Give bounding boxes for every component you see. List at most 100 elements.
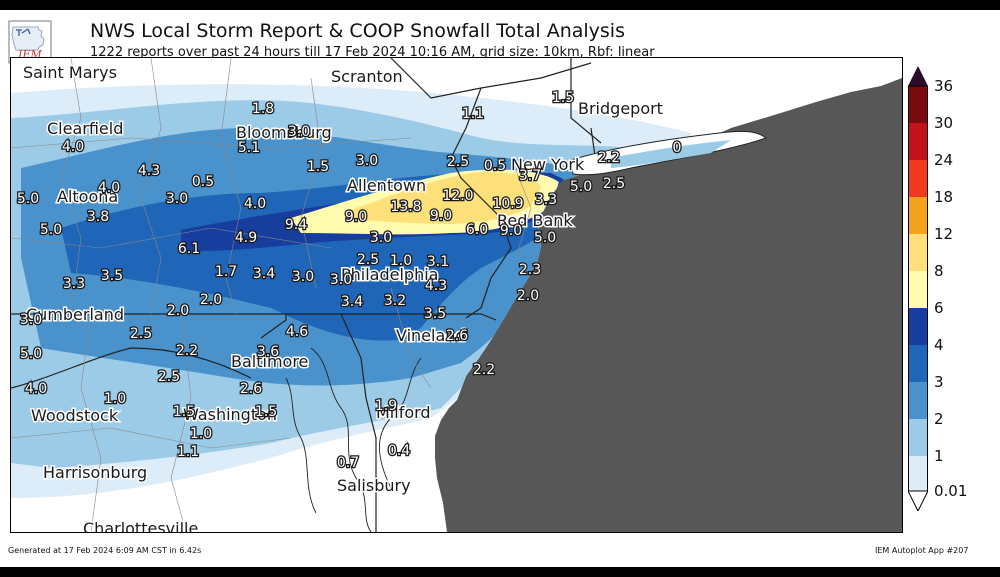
snowfall-value: 9.4 [285,217,307,233]
snowfall-value: 4.6 [286,324,308,340]
colorbar-tick: 12 [934,225,954,243]
snowfall-value: 3.1 [427,254,449,270]
snowfall-value: 3.6 [257,344,279,360]
snowfall-value: 3.0 [292,269,314,285]
snowfall-value: 3.7 [519,168,541,184]
colorbar-segment [908,271,928,308]
city-label: Altoona [57,187,118,206]
chart-title: NWS Local Storm Report & COOP Snowfall T… [90,20,625,42]
snowfall-value: 3.4 [341,294,363,310]
colorbar-tick: 2 [934,410,944,428]
snowfall-value: 5.1 [238,140,260,156]
snowfall-value: 4.3 [138,163,160,179]
colorbar-tick: 18 [934,188,954,206]
colorbar-tick: 3 [934,373,944,391]
snowfall-value: 3.0 [166,191,188,207]
footer-generated: Generated at 17 Feb 2024 6:09 AM CST in … [8,546,202,555]
snowfall-value: 10.9 [492,196,523,212]
snowfall-value: 3.5 [424,306,446,322]
city-label: Bloomsburg [236,123,332,142]
snowfall-value: 2.5 [158,369,180,385]
snowfall-value: 2.6 [240,381,262,397]
colorbar-segment [908,197,928,234]
snowfall-value: 2.3 [519,262,541,278]
snowfall-value: 2.5 [603,176,625,192]
snowfall-value: 3.4 [253,266,275,282]
colorbar-segment [908,123,928,160]
colorbar-tick: 6 [934,299,944,317]
snowfall-value: 1.8 [252,101,274,117]
snowfall-value: 9.0 [430,208,452,224]
snowfall-value: 2.2 [473,362,495,378]
city-label: Vineland [396,326,466,345]
snowfall-value: 5.0 [17,191,39,207]
state-boundaries [11,58,602,532]
city-label: Allentown [347,176,426,195]
snowfall-value: 1.0 [190,426,212,442]
snowfall-value: 3.0 [356,153,378,169]
colorbar-segment [908,456,928,491]
city-label: Saint Marys [23,63,117,82]
snowfall-value: 1.5 [255,404,277,420]
snowfall-value-labels: 1.8 3.0 1.1 1.5 4.0 5.1 1.5 3.0 2.5 0.5 … [16,89,683,473]
snowfall-value: 3.3 [63,276,85,292]
colorbar-cap-max [908,66,928,86]
snowfall-value: 1.1 [462,106,484,122]
footer-app-id: IEM Autoplot App #207 [875,546,969,555]
colorbar-segment [908,160,928,197]
snowfall-value: 2.2 [176,343,198,359]
colorbar-tick: 36 [934,77,954,95]
snowfall-value: 2.0 [200,292,222,308]
snowfall-map: Saint Marys Scranton Bridgeport Clearfie… [10,57,903,533]
snowfall-value: 2.5 [130,326,152,342]
snowfall-value: 1.0 [390,253,412,269]
city-label: Bridgeport [578,99,663,118]
colorbar-cap-min [908,490,928,511]
snowfall-value: 0.5 [484,158,506,174]
snowfall-value: 4.9 [235,230,257,246]
snowfall-value: 3.2 [384,293,406,309]
city-label: Charlottesville [83,519,198,532]
city-label: Woodstock [31,406,119,425]
city-label: Harrisonburg [43,463,147,482]
city-label: Salisbury [337,476,411,495]
colorbar-tick: 1 [934,447,944,465]
snowfall-value: 5.0 [20,346,42,362]
snowfall-value: 2.5 [447,154,469,170]
city-labels: Saint Marys Scranton Bridgeport Clearfie… [22,62,665,533]
bay-coastlines [285,347,422,532]
snowfall-value: 1.1 [177,444,199,460]
colorbar-tick: 0.01 [934,482,968,500]
snowfall-contours [11,84,691,498]
colorbar-outline [908,85,928,492]
colorbar-segment [908,345,928,382]
snowfall-value: 9.0 [345,209,367,225]
snowfall-value: 4.3 [425,278,447,294]
colorbar-tick: 8 [934,262,944,280]
snowfall-value: 5.0 [40,222,62,238]
city-label: Red Bank [497,211,573,230]
snowfall-value: 3.0 [370,230,392,246]
snowfall-value: 1.7 [215,264,237,280]
city-label: Baltimore [231,352,308,371]
chart-subtitle: 1222 reports over past 24 hours till 17 … [90,45,655,60]
snowfall-value: 1.5 [552,90,574,106]
snowfall-value: 4.0 [25,381,47,397]
snowfall-value: 5.0 [534,230,556,246]
snowfall-value: 3.5 [101,268,123,284]
colorbar-segment [908,382,928,419]
city-label: Cumberland [26,305,124,324]
colorbar-segment [908,419,928,456]
city-label: Scranton [331,67,403,86]
snowfall-value: 0.7 [337,455,359,471]
snowfall-value: 2.5 [357,252,379,268]
snowfall-value: 9.0 [500,223,522,239]
snowfall-value: 2.0 [517,288,539,304]
snowfall-value: 2.2 [598,150,620,166]
snowfall-value: 3.3 [535,192,557,208]
colorbar-segment [908,86,928,123]
snowfall-value: 3.0 [20,312,42,328]
snowfall-value: 3.8 [87,209,109,225]
snowfall-value: 1.5 [307,159,329,175]
city-label: Washington [183,405,277,424]
